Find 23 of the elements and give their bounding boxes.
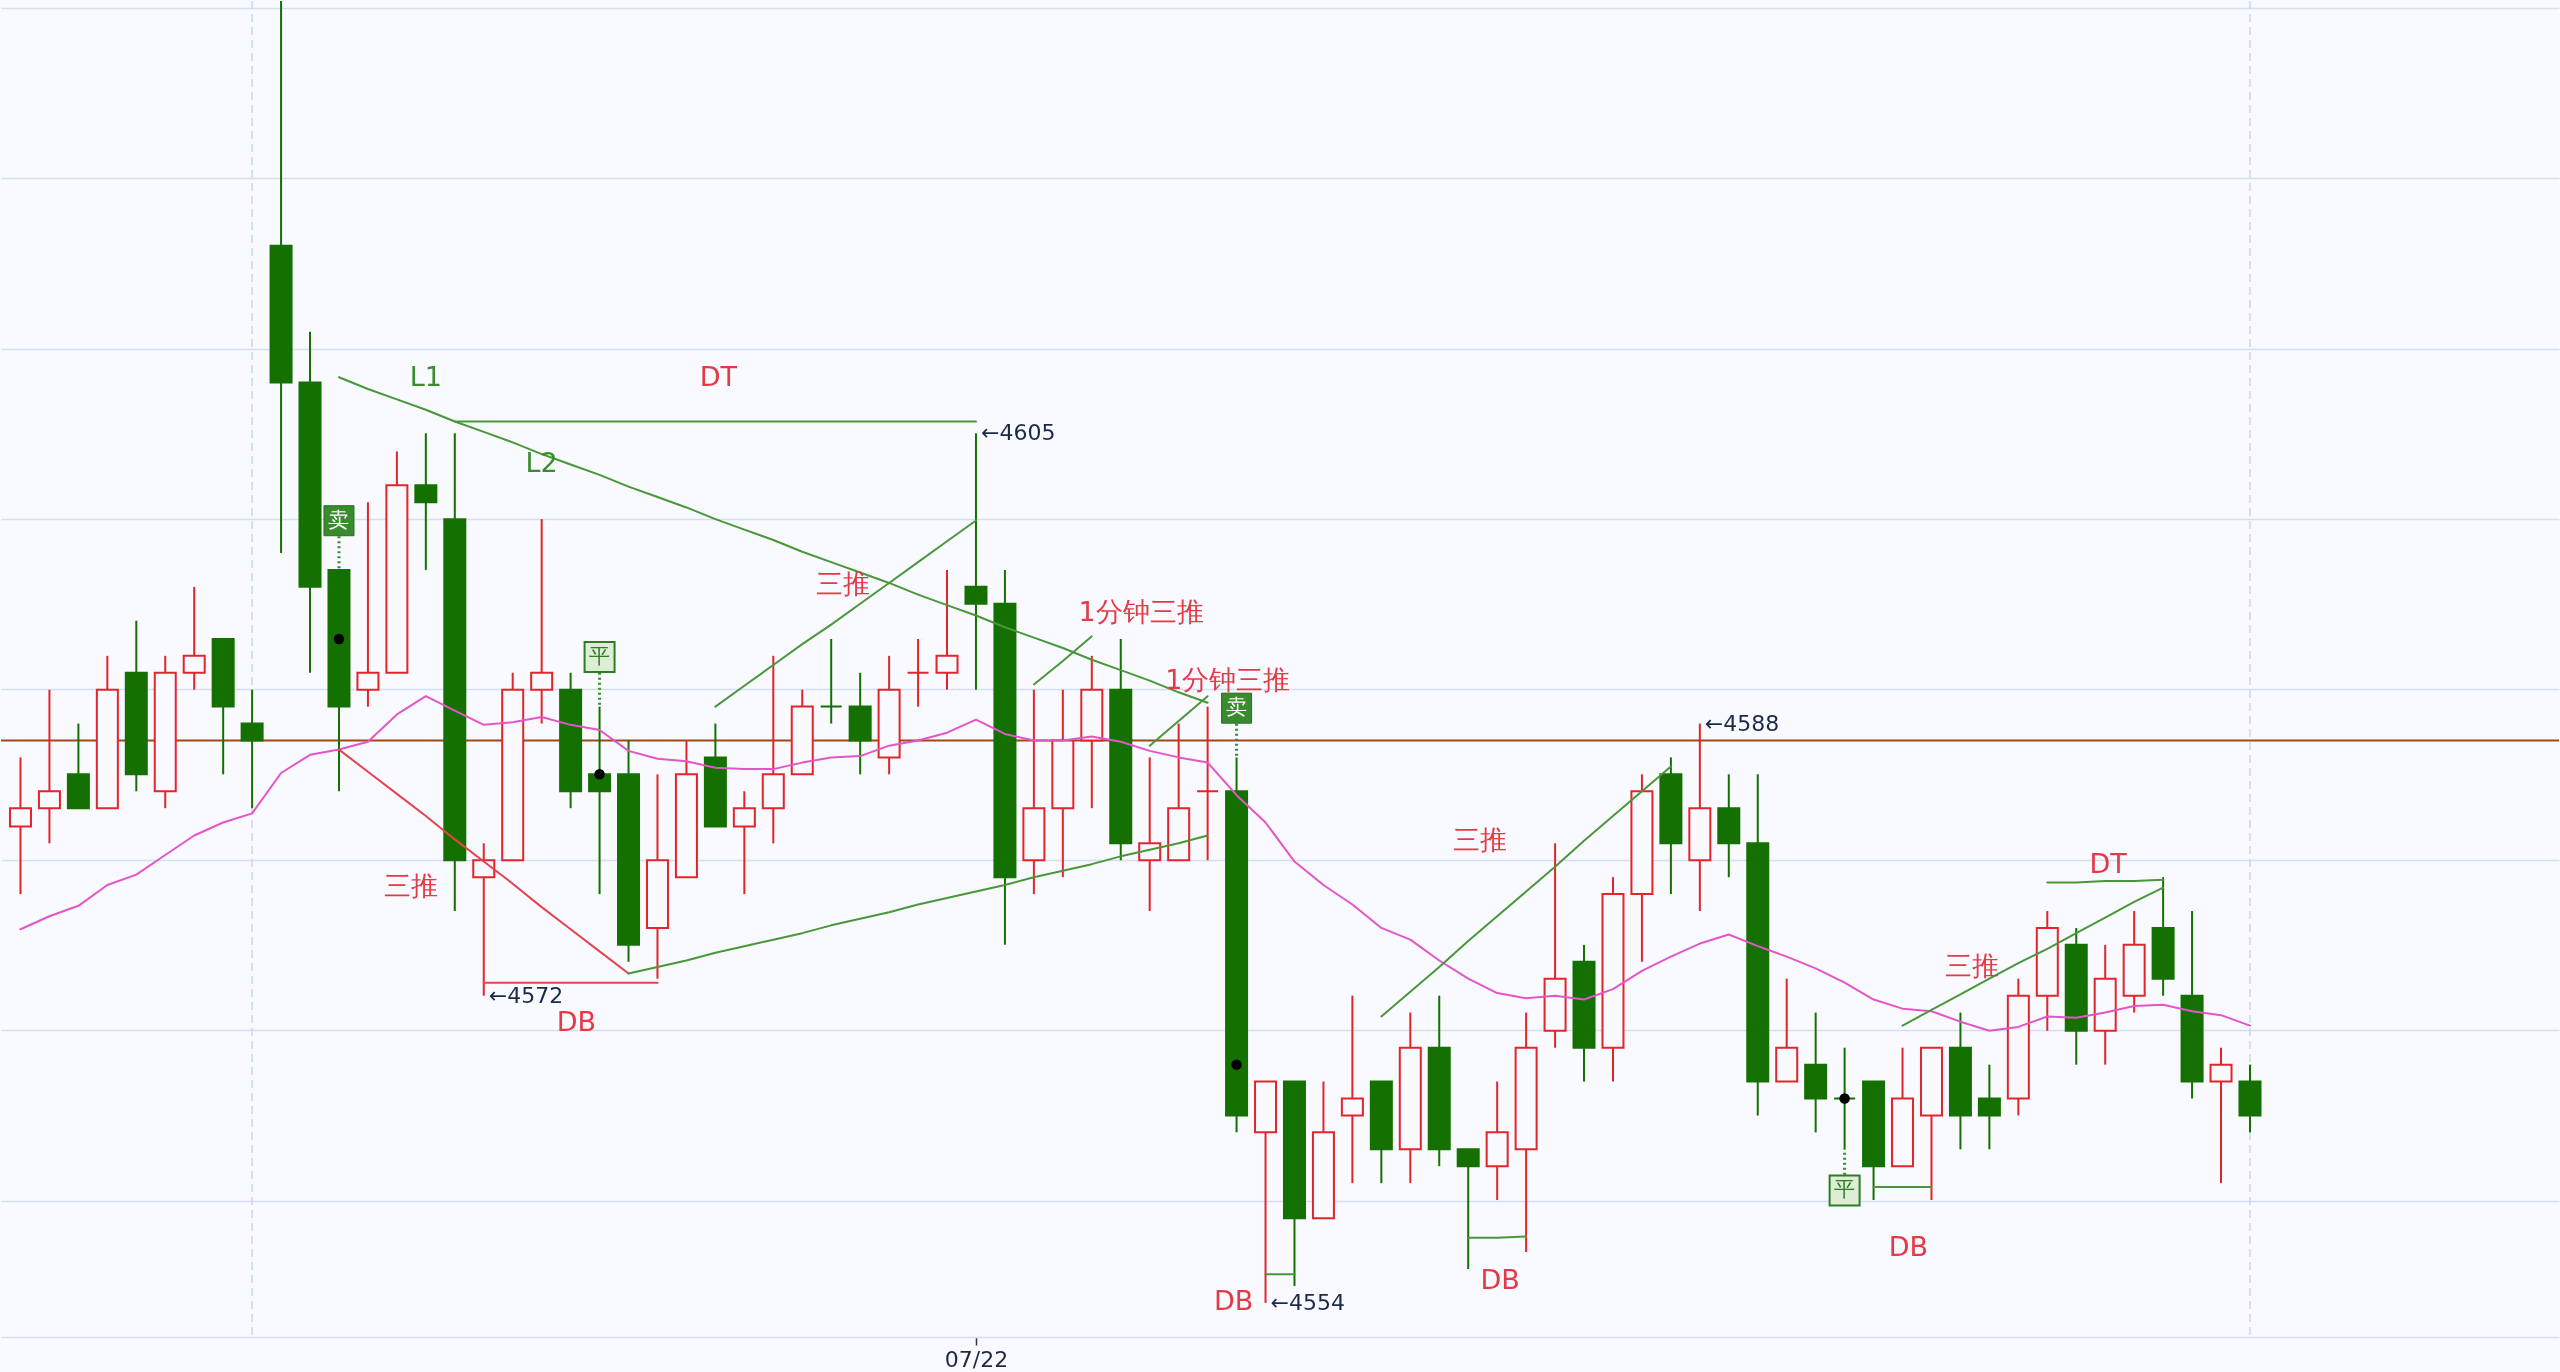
annotation: 三推: [384, 870, 439, 902]
annotation: ←4572: [488, 982, 564, 1008]
annotation: DB: [1888, 1231, 1928, 1263]
annotation: L1: [409, 360, 442, 392]
annotation: 三推: [815, 568, 870, 600]
annotation: DB: [1480, 1263, 1520, 1295]
annotation: 卖: [1226, 695, 1248, 720]
x-tick-label: 07/22: [944, 1346, 1009, 1372]
annotation: DB: [556, 1006, 597, 1038]
annotation: 平: [1834, 1177, 1856, 1202]
annotation: ←4588: [1704, 710, 1780, 736]
annotation: L2: [525, 447, 558, 479]
annotation: 三推: [1452, 824, 1507, 856]
annotation: 卖: [328, 507, 350, 532]
annotation: DB: [1214, 1284, 1254, 1316]
annotation: 平: [589, 644, 611, 669]
annotation: ←4554: [1270, 1289, 1345, 1315]
annotation: 1分钟三推: [1165, 663, 1291, 695]
annotation: 三推: [1945, 950, 2000, 982]
annotation: ←4605: [980, 420, 1056, 446]
annotation: 1分钟三推: [1078, 595, 1204, 627]
annotation: DT: [699, 360, 738, 392]
annotation: DT: [2089, 847, 2128, 879]
